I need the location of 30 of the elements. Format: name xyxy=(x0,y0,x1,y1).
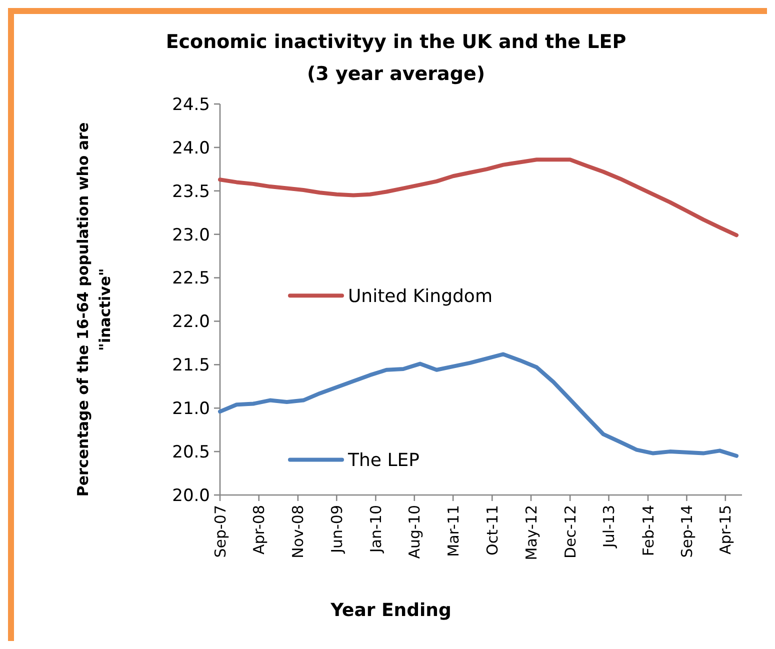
x-tick-label: Jun-09 xyxy=(328,505,346,554)
legend-label: United Kingdom xyxy=(348,286,492,307)
x-tick-label: Jul-13 xyxy=(600,505,618,549)
x-tick-label: Apr-08 xyxy=(250,505,268,554)
x-tick-label: Nov-08 xyxy=(289,505,308,558)
x-tick-label: Aug-10 xyxy=(406,505,424,559)
y-axis-title: Percentage of the 16-64 population who are "inactive" xyxy=(74,122,114,497)
y-tick-label: 23.0 xyxy=(172,225,210,246)
x-tick-label: Sep-07 xyxy=(211,505,230,558)
y-tick-label: 24.5 xyxy=(172,94,210,115)
x-tick-label: May-12 xyxy=(522,505,540,560)
y-tick-label: 23.5 xyxy=(172,182,210,202)
y-tick-label: 20.5 xyxy=(172,442,210,463)
legend-label: The LEP xyxy=(347,450,420,472)
x-tick-label: Jan-10 xyxy=(366,505,385,554)
x-tick-label: Oct-11 xyxy=(483,505,502,556)
y-tick-label: 22.5 xyxy=(172,268,210,289)
y-tick-label: 24.0 xyxy=(172,138,210,158)
x-tick-label: Dec-12 xyxy=(561,505,580,559)
x-tick-label: Apr-15 xyxy=(716,505,735,554)
x-tick-label: Feb-14 xyxy=(639,505,658,556)
line-series xyxy=(218,158,739,238)
x-axis-title: Year Ending xyxy=(330,600,452,621)
y-tick-label: 20.0 xyxy=(172,486,210,506)
y-tick-label: 21.0 xyxy=(172,399,210,420)
y-tick-label: 21.5 xyxy=(172,356,210,376)
x-tick-label: Sep-14 xyxy=(678,505,696,558)
y-tick-label: 22.0 xyxy=(172,312,210,332)
x-tick-label: Mar-11 xyxy=(444,505,462,557)
chart-title: Economic inactivityy in the UK and the LEP (3 year average) xyxy=(166,31,626,85)
